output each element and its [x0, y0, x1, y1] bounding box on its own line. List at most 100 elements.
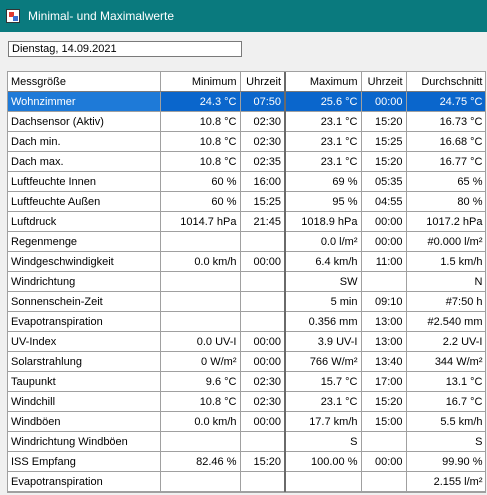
- cell-average: 2.155 l/m²: [406, 471, 485, 492]
- table-row[interactable]: Solarstrahlung 0 W/m² 00:00 766 W/m² 13:40 34…: [8, 351, 485, 372]
- cell-minimum: [160, 311, 241, 332]
- cell-maximum: 69 %: [285, 171, 362, 192]
- cell-max-time: 15:20: [361, 111, 407, 132]
- cell-max-time: 00:00: [361, 231, 407, 252]
- cell-maximum: S: [285, 431, 362, 452]
- cell-min-time: 00:00: [240, 331, 286, 352]
- cell-min-time: 02:30: [240, 131, 286, 152]
- cell-min-time: 02:30: [240, 371, 286, 392]
- cell-average: #2.540 mm: [406, 311, 485, 332]
- cell-average: 16.77 °C: [406, 151, 485, 172]
- cell-name: Evapotranspiration: [8, 311, 161, 332]
- col-header-messgroesse[interactable]: Messgröße: [8, 72, 161, 92]
- cell-minimum: 0.0 km/h: [160, 411, 241, 432]
- table-row[interactable]: Windböen 0.0 km/h 00:00 17.7 km/h 15:00 5.5 k…: [8, 411, 485, 432]
- table-row[interactable]: Evapotranspiration 2.155 l/m²: [8, 471, 485, 492]
- cell-max-time: 15:20: [361, 151, 407, 172]
- cell-name: UV-Index: [8, 331, 161, 352]
- cell-average: 1017.2 hPa: [406, 211, 485, 232]
- cell-max-time: [361, 271, 407, 292]
- cell-average: 16.68 °C: [406, 131, 485, 152]
- cell-minimum: [160, 231, 241, 252]
- col-header-uhrzeit-max[interactable]: Uhrzeit: [361, 72, 407, 92]
- cell-name: Luftdruck: [8, 211, 161, 232]
- cell-max-time: 09:10: [361, 291, 407, 312]
- title-bar[interactable]: Minimal- und Maximalwerte: [0, 0, 487, 32]
- cell-min-time: 07:50: [240, 91, 286, 112]
- cell-min-time: [240, 491, 286, 492]
- cell-minimum: [160, 291, 241, 312]
- table-row[interactable]: Luftfeuchte Innen 60 % 16:00 69 % 05:35 65 %: [8, 171, 485, 192]
- cell-minimum: 60 %: [160, 171, 241, 192]
- cell-min-time: 21:45: [240, 211, 286, 232]
- cell-minimum: 82.46 %: [160, 451, 241, 472]
- cell-min-time: 15:25: [240, 191, 286, 212]
- table-row[interactable]: Windrichtung Windböen S S: [8, 431, 485, 452]
- cell-maximum: 17.7 km/h: [285, 411, 362, 432]
- cell-name: Luftfeuchte Außen: [8, 191, 161, 212]
- cell-maximum: 3.9 UV-I: [285, 331, 362, 352]
- cell-max-time: 11:00: [361, 251, 407, 272]
- cell-name: Windrichtung: [8, 271, 161, 292]
- col-header-uhrzeit-min[interactable]: Uhrzeit: [240, 72, 286, 92]
- cell-min-time: [240, 231, 286, 252]
- cell-max-time: 13:00: [361, 311, 407, 332]
- cell-minimum: 60 %: [160, 191, 241, 212]
- table-row[interactable]: Dach min. 10.8 °C 02:30 23.1 °C 15:25 16.68 °…: [8, 131, 485, 152]
- col-header-durchschnitt[interactable]: Durchschnitt: [406, 72, 485, 92]
- cell-name: Evapotranspiration: [8, 471, 161, 492]
- col-header-minimum[interactable]: Minimum: [160, 72, 241, 92]
- table-row[interactable]: Regenmenge 0.0 l/m² 00:00 #0.000 l/m²: [8, 231, 485, 252]
- table-row[interactable]: Dachsensor (Aktiv) 10.8 °C 02:30 23.1 °C 15:…: [8, 111, 485, 132]
- cell-max-time: 05:35: [361, 171, 407, 192]
- cell-min-time: 16:00: [240, 171, 286, 192]
- cell-maximum: 23.1 °C: [285, 391, 362, 412]
- table-row[interactable]: Wind Verlauf 120.4 km: [8, 491, 485, 492]
- cell-minimum: 24.3 °C: [160, 91, 241, 112]
- table-row[interactable]: ISS Empfang 82.46 % 15:20 100.00 % 00:00 99.9…: [8, 451, 485, 472]
- cell-minimum: 10.8 °C: [160, 151, 241, 172]
- table-row[interactable]: Evapotranspiration 0.356 mm 13:00 #2.540 mm: [8, 311, 485, 332]
- cell-min-time: 00:00: [240, 411, 286, 432]
- table-row[interactable]: Luftdruck 1014.7 hPa 21:45 1018.9 hPa 00:00 1…: [8, 211, 485, 232]
- cell-min-time: 00:00: [240, 251, 286, 272]
- table-row[interactable]: Windchill 10.8 °C 02:30 23.1 °C 15:20 16.7 °C: [8, 391, 485, 412]
- table-row[interactable]: UV-Index 0.0 UV-I 00:00 3.9 UV-I 13:00 2.2 UV…: [8, 331, 485, 352]
- col-header-maximum[interactable]: Maximum: [285, 72, 362, 92]
- cell-max-time: [361, 491, 407, 492]
- table-header-row: Messgröße Minimum Uhrzeit Maximum Uhrzei…: [8, 72, 485, 92]
- table-row[interactable]: Wohnzimmer 24.3 °C 07:50 25.6 °C 00:00 24.75 …: [8, 91, 485, 112]
- cell-average: 99.90 %: [406, 451, 485, 472]
- cell-name: Luftfeuchte Innen: [8, 171, 161, 192]
- table-row[interactable]: Windrichtung SW N: [8, 271, 485, 292]
- minmax-table[interactable]: Messgröße Minimum Uhrzeit Maximum Uhrzei…: [7, 71, 486, 493]
- cell-max-time: 00:00: [361, 91, 407, 112]
- cell-name: Regenmenge: [8, 231, 161, 252]
- cell-maximum: [285, 491, 362, 492]
- cell-maximum: 95 %: [285, 191, 362, 212]
- cell-max-time: 13:00: [361, 331, 407, 352]
- cell-average: 65 %: [406, 171, 485, 192]
- cell-max-time: 13:40: [361, 351, 407, 372]
- cell-minimum: 10.8 °C: [160, 391, 241, 412]
- table-row[interactable]: Luftfeuchte Außen 60 % 15:25 95 % 04:55 80 %: [8, 191, 485, 212]
- cell-min-time: 02:30: [240, 391, 286, 412]
- cell-maximum: 1018.9 hPa: [285, 211, 362, 232]
- cell-max-time: 15:20: [361, 391, 407, 412]
- table-row[interactable]: Dach max. 10.8 °C 02:35 23.1 °C 15:20 16.77 °…: [8, 151, 485, 172]
- cell-maximum: [285, 471, 362, 492]
- cell-average: 16.73 °C: [406, 111, 485, 132]
- cell-maximum: 6.4 km/h: [285, 251, 362, 272]
- table-row[interactable]: Windgeschwindigkeit 0.0 km/h 00:00 6.4 km/h…: [8, 251, 485, 272]
- cell-maximum: 23.1 °C: [285, 151, 362, 172]
- cell-average: #7:50 h: [406, 291, 485, 312]
- table-row[interactable]: Taupunkt 9.6 °C 02:30 15.7 °C 17:00 13.1 °C: [8, 371, 485, 392]
- cell-minimum: 0 W/m²: [160, 351, 241, 372]
- cell-minimum: [160, 431, 241, 452]
- window-title: Minimal- und Maximalwerte: [28, 9, 175, 23]
- cell-max-time: [361, 431, 407, 452]
- table-row[interactable]: Sonnenschein-Zeit 5 min 09:10 #7:50 h: [8, 291, 485, 312]
- date-field[interactable]: Dienstag, 14.09.2021: [8, 41, 242, 57]
- cell-average: 1.5 km/h: [406, 251, 485, 272]
- cell-min-time: [240, 471, 286, 492]
